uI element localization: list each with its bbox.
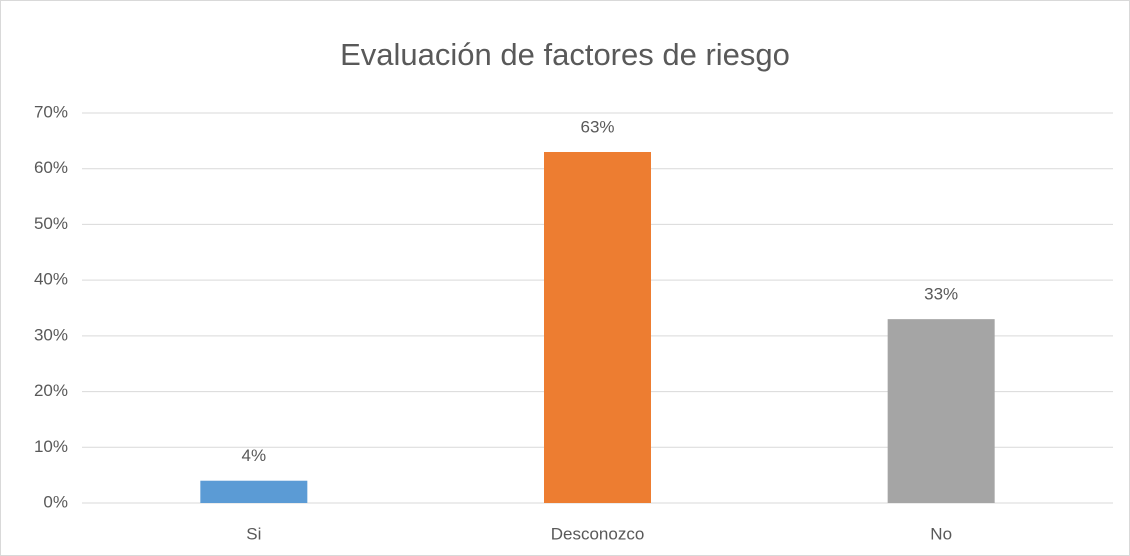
data-label: 4%	[242, 446, 267, 465]
bar	[544, 152, 651, 503]
y-tick-label: 70%	[34, 102, 68, 121]
x-tick-label: No	[930, 524, 952, 543]
data-label: 63%	[580, 117, 614, 136]
y-tick-label: 30%	[34, 325, 68, 344]
y-tick-label: 20%	[34, 381, 68, 400]
y-tick-label: 0%	[43, 492, 68, 511]
x-tick-label: Desconozco	[551, 524, 645, 543]
y-tick-label: 50%	[34, 214, 68, 233]
y-tick-label: 10%	[34, 437, 68, 456]
bar	[887, 319, 995, 503]
bar	[200, 480, 308, 503]
chart-title: Evaluación de factores de riesgo	[340, 37, 790, 72]
y-tick-label: 40%	[34, 270, 68, 289]
y-tick-label: 60%	[34, 158, 68, 177]
x-tick-label: Si	[246, 524, 261, 543]
data-label: 33%	[924, 285, 958, 304]
